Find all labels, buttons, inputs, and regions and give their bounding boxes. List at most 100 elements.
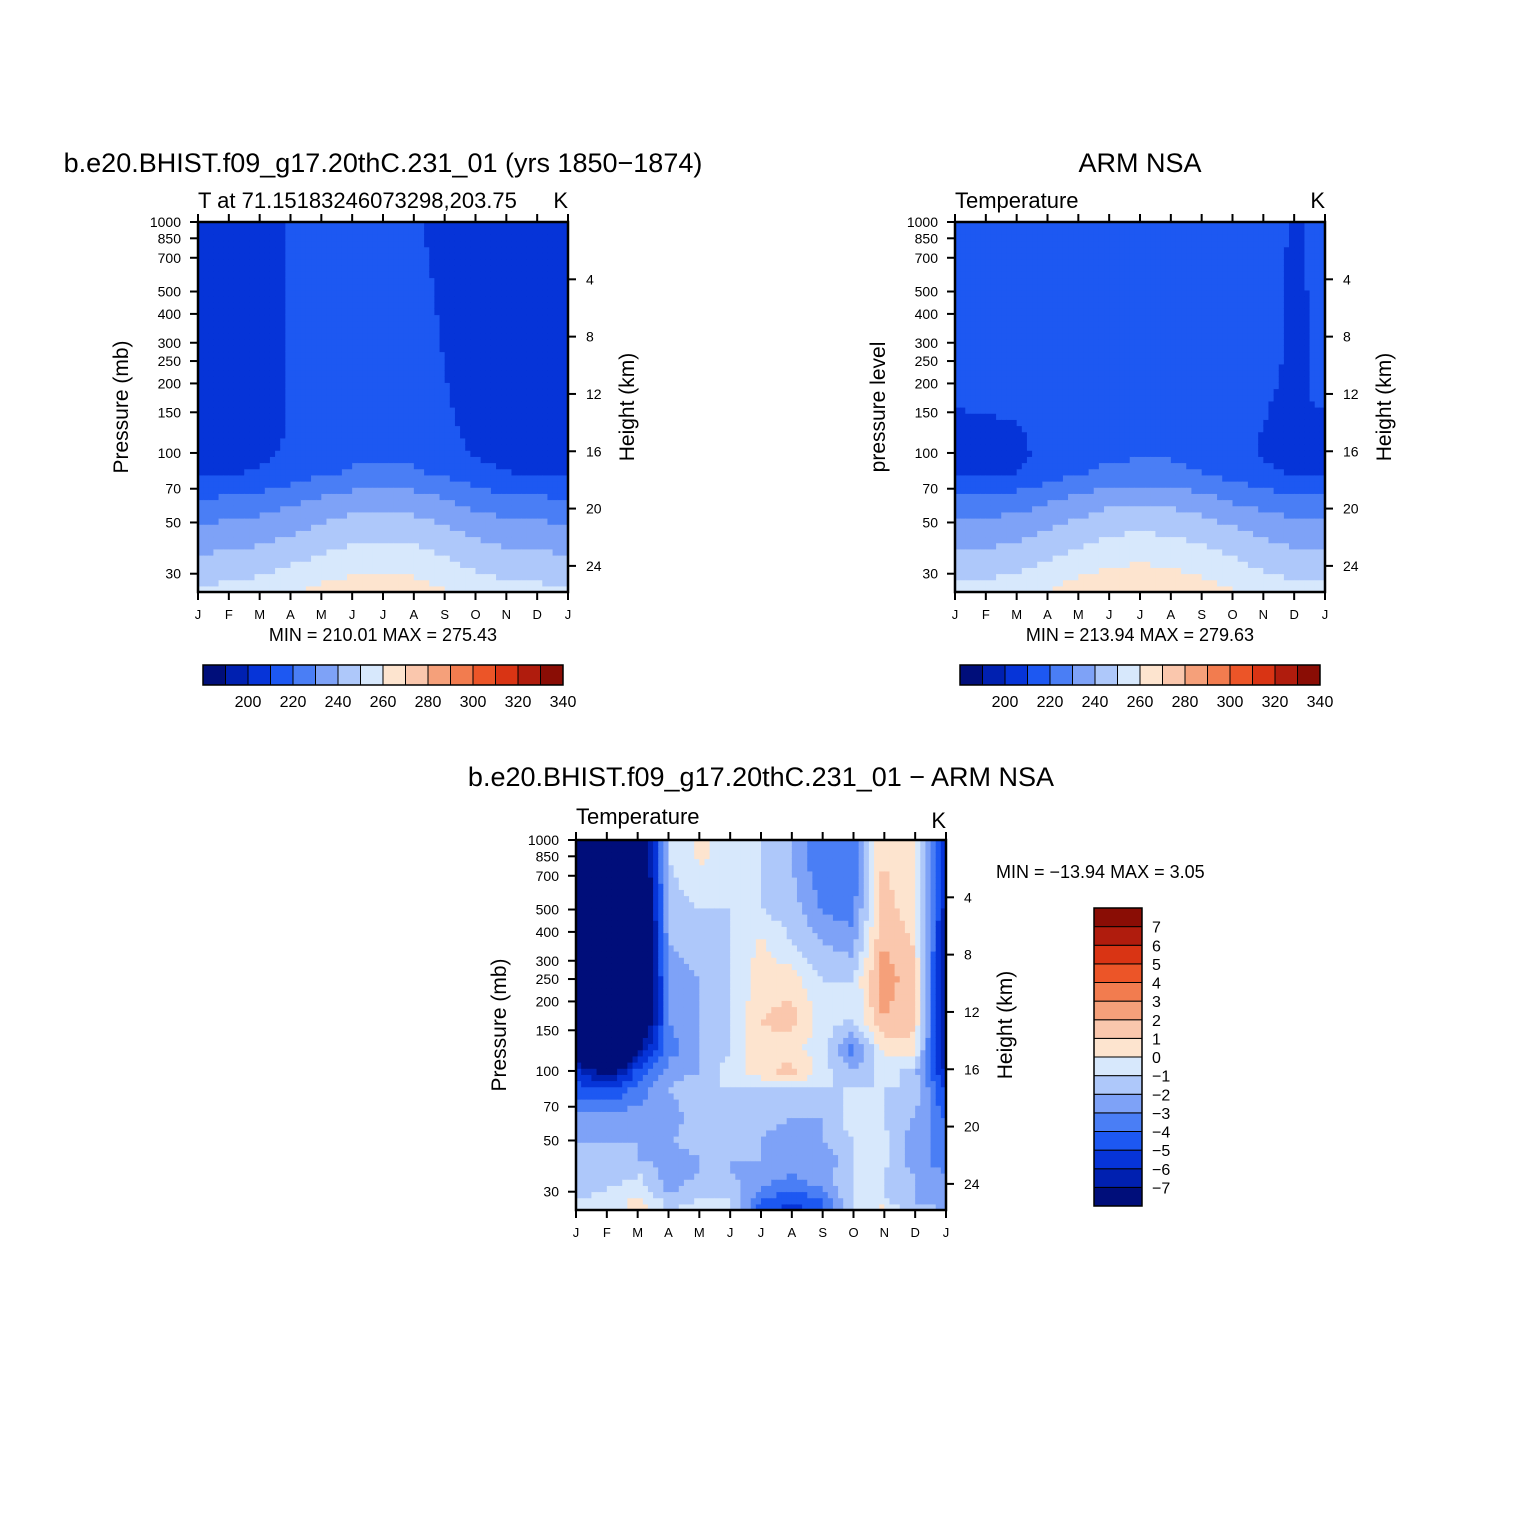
field-cell [981, 352, 987, 359]
field-cell [414, 271, 420, 278]
field-cell [547, 395, 553, 402]
field-cell [996, 271, 1002, 278]
field-cell [301, 308, 307, 315]
x-tick-label: S [440, 607, 449, 622]
field-cell [332, 333, 338, 340]
field-cell [255, 512, 261, 519]
field-cell [352, 432, 358, 439]
field-cell [280, 234, 286, 241]
field-cell [260, 395, 266, 402]
field-cell [255, 500, 261, 507]
field-cell [255, 493, 261, 500]
field-cell [388, 444, 394, 451]
field-cell [970, 444, 976, 451]
field-cell [229, 530, 235, 537]
field-cell [265, 259, 271, 266]
field-cell [337, 555, 343, 562]
field-cell [383, 543, 389, 550]
field-cell [280, 401, 286, 408]
field-cell [460, 567, 466, 574]
field-cell [306, 265, 312, 272]
field-cell [547, 345, 553, 352]
field-cell [445, 364, 451, 371]
field-cell [455, 321, 461, 328]
field-cell [440, 512, 446, 519]
field-cell [249, 364, 255, 371]
field-cell [986, 241, 992, 248]
field-cell [306, 481, 312, 488]
field-cell [455, 339, 461, 346]
field-cell [547, 234, 553, 241]
field-cell [981, 395, 987, 402]
field-cell [527, 345, 533, 352]
field-cell [414, 475, 420, 482]
field-cell [986, 487, 992, 494]
field-cell [244, 247, 250, 254]
field-cell [465, 407, 471, 414]
field-cell [213, 290, 219, 297]
field-cell [337, 518, 343, 525]
field-cell [996, 555, 1002, 562]
field-cell [491, 308, 497, 315]
field-cell [522, 376, 528, 383]
field-cell [352, 302, 358, 309]
field-cell [357, 432, 363, 439]
field-cell [481, 265, 487, 272]
field-cell [419, 265, 425, 272]
field-cell [249, 574, 255, 581]
field-cell [517, 419, 523, 426]
field-cell [275, 493, 281, 500]
field-cell [960, 302, 966, 309]
field-cell [337, 395, 343, 402]
field-cell [976, 278, 982, 285]
field-cell [378, 475, 384, 482]
field-cell [224, 376, 230, 383]
field-cell [486, 228, 492, 235]
field-cell [244, 493, 250, 500]
field-cell [496, 426, 502, 433]
field-cell [470, 450, 476, 457]
field-cell [203, 524, 209, 531]
field-cell [321, 290, 327, 297]
field-cell [326, 290, 332, 297]
field-cell [532, 352, 538, 359]
field-cell [496, 389, 502, 396]
field-cell [388, 327, 394, 334]
field-cell [352, 253, 358, 260]
field-cell [976, 580, 982, 587]
field-cell [476, 296, 482, 303]
field-cell [347, 481, 353, 488]
field-cell [270, 271, 276, 278]
field-cell [260, 537, 266, 544]
field-cell [424, 376, 430, 383]
field-cell [476, 413, 482, 420]
field-cell [383, 265, 389, 272]
field-cell [260, 413, 266, 420]
field-cell [321, 278, 327, 285]
field-cell [460, 345, 466, 352]
field-cell [476, 574, 482, 581]
field-cell [445, 456, 451, 463]
field-cell [511, 549, 517, 556]
field-cell [208, 265, 214, 272]
field-cell [470, 432, 476, 439]
field-cell [306, 352, 312, 359]
field-cell [506, 456, 512, 463]
field-cell [511, 512, 517, 519]
field-cell [260, 456, 266, 463]
field-cell [321, 512, 327, 519]
field-cell [255, 315, 261, 322]
field-cell [547, 302, 553, 309]
field-cell [311, 327, 317, 334]
field-cell [306, 241, 312, 248]
field-cell [265, 419, 271, 426]
field-cell [404, 512, 410, 519]
field-cell [393, 450, 399, 457]
field-cell [517, 345, 523, 352]
field-cell [398, 389, 404, 396]
field-cell [960, 376, 966, 383]
colorbar-swatch [316, 665, 339, 685]
field-cell [239, 358, 245, 365]
field-cell [326, 278, 332, 285]
field-cell [465, 419, 471, 426]
